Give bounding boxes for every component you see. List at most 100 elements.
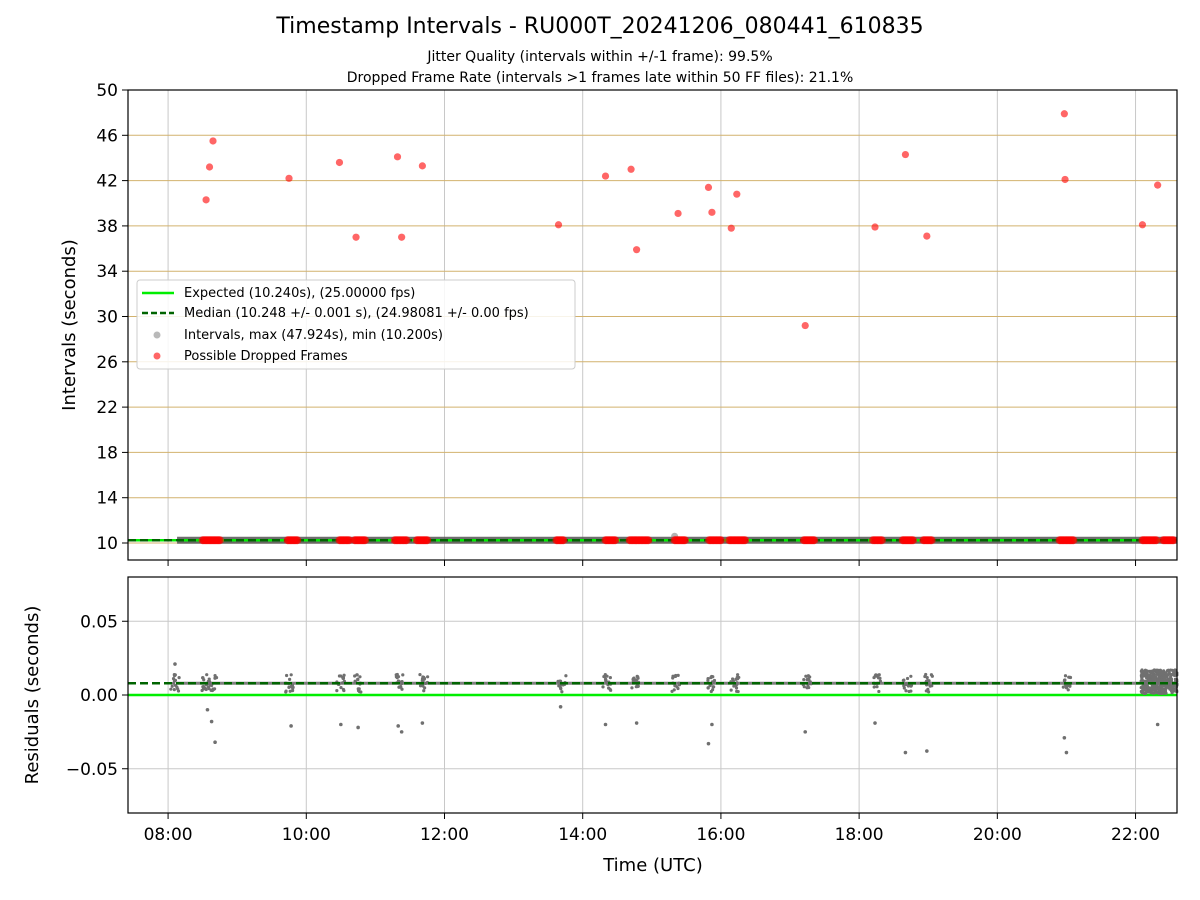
residual-point [397,685,402,689]
residual-point [564,674,568,678]
legend-label-expected: Expected (10.240s), (25.00000 fps) [184,286,415,301]
residual-point [558,705,563,709]
residual-point [607,686,611,690]
residual-point [904,689,908,693]
residual-point [1170,690,1174,695]
residual-point [1143,680,1147,684]
residual-point [909,674,913,678]
residual-point [359,690,363,694]
dropped-frame-point [909,536,918,545]
dropped-frame-point [923,232,931,240]
y-tick-label: 34 [96,262,118,282]
dropped-frame-point [1060,110,1068,118]
residual-point [808,680,812,684]
x-tick-label: 22:00 [1111,825,1160,845]
residual-point [877,673,881,677]
residual-point [1157,679,1161,684]
residual-point [209,688,213,692]
residual-point [1142,691,1146,696]
residual-point [399,681,404,686]
residual-point [732,684,736,688]
dropped-frame-point [285,174,293,182]
residual-point [420,678,424,683]
residual-point [335,689,339,693]
dropped-frame-point [1154,181,1162,189]
residual-point [418,672,422,677]
residual-point [1155,672,1159,677]
residual-point [634,685,638,689]
residual-point [731,677,735,681]
residual-point [1165,678,1169,682]
residual-point [736,689,740,694]
residual-point [706,677,710,681]
residual-point [418,684,423,688]
residual-point [213,674,217,678]
residual-point [676,673,680,677]
residual-point [1061,685,1065,689]
residual-point [1159,672,1163,676]
dropped-frame-point [633,246,641,254]
residual-point [712,685,716,689]
residual-point [1141,687,1146,691]
residual-point [1142,669,1146,674]
residual-point [560,690,564,694]
residual-point [909,683,914,687]
residual-point [729,688,733,692]
residual-point [736,673,740,677]
y-tick-label: 42 [96,172,118,192]
x-tick-label: 14:00 [558,825,607,845]
y-axis-label-residuals: Residuals (seconds) [22,606,43,785]
x-tick-label: 20:00 [973,825,1022,845]
dropped-frame-point [727,224,735,232]
dropped-frame-point [810,536,819,545]
subtitle-dropped-frame-rate: Dropped Frame Rate (intervals >1 frames … [346,70,854,86]
residual-point [1164,673,1169,677]
residual-point [1149,669,1154,673]
residual-point [289,673,293,677]
residual-point [601,685,605,689]
residual-point [396,679,401,683]
residual-point [930,684,934,688]
residual-point [708,683,712,688]
y-tick-label: 14 [96,489,118,509]
residual-point [205,707,210,712]
residual-point [1160,684,1165,688]
dropped-frame-point [423,536,432,545]
residual-point [171,681,176,685]
dropped-frame-point [1069,536,1078,545]
dropped-frame-point [1138,221,1147,229]
residual-point [737,675,741,680]
residual-point [901,678,905,683]
dropped-frame-point [741,536,750,545]
residual-point [1160,678,1164,682]
residual-point [925,749,929,753]
residual-point [706,686,710,690]
residual-point [924,672,928,677]
residual-point [1064,684,1068,688]
legend-label-dropped: Possible Dropped Frames [184,349,348,364]
residual-point [340,681,345,685]
dropped-frame-point [801,321,809,330]
residual-point [1157,686,1161,690]
residual-point [358,675,362,679]
residual-point [1154,675,1158,679]
residual-point [559,686,563,690]
x-tick-label: 10:00 [282,825,331,845]
residual-point [213,740,217,744]
residual-point [289,724,293,728]
residual-point [212,687,217,691]
residual-point [401,673,405,677]
intervals-panel: 10 14 18 22 26 30 34 38 42 46 50 [96,81,1178,566]
residual-point [1140,676,1144,681]
residual-point [423,686,427,690]
residual-point [877,689,881,694]
residual-point [205,673,209,677]
y-tick-label: 38 [96,217,118,237]
residual-point [208,681,212,685]
residual-point [1160,687,1164,691]
dropped-frame-point [393,153,402,161]
residual-point [873,674,877,678]
residual-point [1068,675,1072,679]
dropped-frame-point [335,158,344,167]
residual-point [1164,691,1168,695]
